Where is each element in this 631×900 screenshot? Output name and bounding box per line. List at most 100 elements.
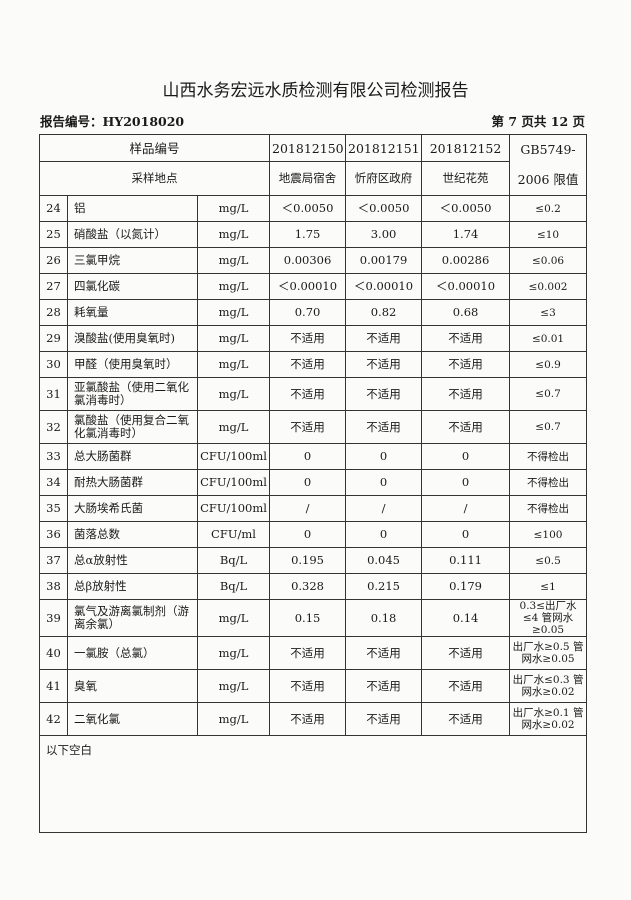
table-row: 28 耗氧量 mg/L 0.70 0.82 0.68 ≤3 xyxy=(39,299,588,326)
item-name: 三氯甲烷 xyxy=(67,247,198,274)
value: 不适用 xyxy=(345,636,423,670)
value: 0.328 xyxy=(269,573,347,600)
limit-label-1: GB5749- xyxy=(520,142,576,157)
table-row: 26 三氯甲烷 mg/L 0.00306 0.00179 0.00286 ≤0.06 xyxy=(39,247,588,274)
item-name: 甲醛（使用臭氧时） xyxy=(67,351,198,378)
limit: ≤0.06 xyxy=(509,247,588,274)
limit: 出厂水≤0.3 管网水≥0.02 xyxy=(509,669,588,703)
item-name: 耗氧量 xyxy=(67,299,198,326)
limit: 不得检出 xyxy=(509,495,588,522)
value: / xyxy=(345,495,423,522)
value: 不适用 xyxy=(269,351,347,378)
limit: 不得检出 xyxy=(509,469,588,496)
limit: ≤3 xyxy=(509,299,588,326)
value: ＜0.00010 xyxy=(269,273,347,300)
row-number: 37 xyxy=(39,547,68,574)
item-name: 总β放射性 xyxy=(67,573,198,600)
limit: 出厂水≥0.5 管网水≥0.05 xyxy=(509,636,588,670)
unit: CFU/100ml xyxy=(196,495,271,522)
value: 0 xyxy=(421,443,511,470)
value: 不适用 xyxy=(421,377,511,411)
value: 不适用 xyxy=(345,351,423,378)
value: 0 xyxy=(345,521,423,548)
table-row: 39 氯气及游离氯制剂（游离余氯） mg/L 0.15 0.18 0.14 0.3≤出厂水≤… xyxy=(39,599,588,637)
item-name: 四氯化碳 xyxy=(67,273,198,300)
item-name: 大肠埃希氏菌 xyxy=(67,495,198,522)
value: 不适用 xyxy=(421,636,511,670)
value: 0 xyxy=(269,443,347,470)
report-title: 山西水务宏远水质检测有限公司检测报告 xyxy=(162,81,469,101)
limit: ≤0.2 xyxy=(509,195,588,222)
table-row: 36 菌落总数 CFU/ml 0 0 0 ≤100 xyxy=(39,521,588,548)
footer-row: 以下空白 xyxy=(38,735,588,833)
row-number: 35 xyxy=(39,495,68,522)
row-number: 29 xyxy=(39,325,68,352)
location: 地震局宿舍 xyxy=(269,161,347,196)
table-row: 25 硝酸盐（以氮计） mg/L 1.75 3.00 1.74 ≤10 xyxy=(39,221,588,248)
table-row: 31 亚氯酸盐（使用二氧化氯消毒时） mg/L 不适用 不适用 不适用 ≤0.7 xyxy=(39,377,588,411)
table-row: 32 氯酸盐（使用复合二氧化氯消毒时） mg/L 不适用 不适用 不适用 ≤0.7 xyxy=(39,410,588,444)
value: 不适用 xyxy=(421,410,511,444)
unit: mg/L xyxy=(196,351,271,378)
row-number: 30 xyxy=(39,351,68,378)
value: ＜0.0050 xyxy=(345,195,423,222)
row-number: 41 xyxy=(39,669,68,703)
value: 不适用 xyxy=(269,702,347,736)
row-number: 31 xyxy=(39,377,68,411)
value: 0.82 xyxy=(345,299,423,326)
value: 0 xyxy=(345,443,423,470)
unit: mg/L xyxy=(196,221,271,248)
sample-no: 201812151 xyxy=(345,134,423,162)
value: 0.00179 xyxy=(345,247,423,274)
limit: ≤10 xyxy=(509,221,588,248)
limit: 0.3≤出厂水≤4 管网水≥0.05 xyxy=(509,599,588,637)
item-name: 臭氧 xyxy=(67,669,198,703)
item-name: 一氯胺（总氯） xyxy=(67,636,198,670)
value: 不适用 xyxy=(345,410,423,444)
value: 0.179 xyxy=(421,573,511,600)
location: 世纪花苑 xyxy=(421,161,511,196)
value: 不适用 xyxy=(421,669,511,703)
value: 不适用 xyxy=(269,377,347,411)
table-row: 42 二氧化氯 mg/L 不适用 不适用 不适用 出厂水≥0.1 管网水≥0.02 xyxy=(39,702,588,736)
table-row: 33 总大肠菌群 CFU/100ml 0 0 0 不得检出 xyxy=(39,443,588,470)
limit: ≤0.01 xyxy=(509,325,588,352)
item-name: 溴酸盐(使用臭氧时) xyxy=(67,325,198,352)
unit: CFU/ml xyxy=(196,521,271,548)
value: 0.68 xyxy=(421,299,511,326)
value: 0 xyxy=(269,469,347,496)
unit: mg/L xyxy=(196,636,271,670)
value: ＜0.00010 xyxy=(421,273,511,300)
row-number: 36 xyxy=(39,521,68,548)
value: 0.00306 xyxy=(269,247,347,274)
row-number: 40 xyxy=(39,636,68,670)
unit: mg/L xyxy=(196,410,271,444)
limit-header: GB5749- 2006 限值 xyxy=(509,134,588,196)
results-table: 样品编号 201812150 201812151 201812152 GB574… xyxy=(38,134,588,833)
header-row-sample-no: 样品编号 201812150 201812151 201812152 GB574… xyxy=(38,134,588,196)
value: 0.195 xyxy=(269,547,347,574)
value: 不适用 xyxy=(269,325,347,352)
row-number: 34 xyxy=(39,469,68,496)
value: 0.215 xyxy=(345,573,423,600)
row-number: 28 xyxy=(39,299,68,326)
item-name: 亚氯酸盐（使用二氧化氯消毒时） xyxy=(67,377,198,411)
table-row: 41 臭氧 mg/L 不适用 不适用 不适用 出厂水≤0.3 管网水≥0.02 xyxy=(39,669,588,703)
unit: CFU/100ml xyxy=(196,443,271,470)
value: 不适用 xyxy=(345,669,423,703)
row-number: 27 xyxy=(39,273,68,300)
limit: ≤0.7 xyxy=(509,410,588,444)
value: ＜0.0050 xyxy=(269,195,347,222)
table-row: 37 总α放射性 Bq/L 0.195 0.045 0.111 ≤0.5 xyxy=(39,547,588,574)
row-number: 25 xyxy=(39,221,68,248)
unit: mg/L xyxy=(196,299,271,326)
unit: mg/L xyxy=(196,599,271,637)
row-number: 42 xyxy=(39,702,68,736)
value: 0.111 xyxy=(421,547,511,574)
table-row: 27 四氯化碳 mg/L ＜0.00010 ＜0.00010 ＜0.00010 ≤0.002 xyxy=(39,273,588,300)
table-row: 38 总β放射性 Bq/L 0.328 0.215 0.179 ≤1 xyxy=(39,573,588,600)
value: 0 xyxy=(345,469,423,496)
sample-no: 201812150 xyxy=(269,134,347,162)
value: 不适用 xyxy=(345,702,423,736)
